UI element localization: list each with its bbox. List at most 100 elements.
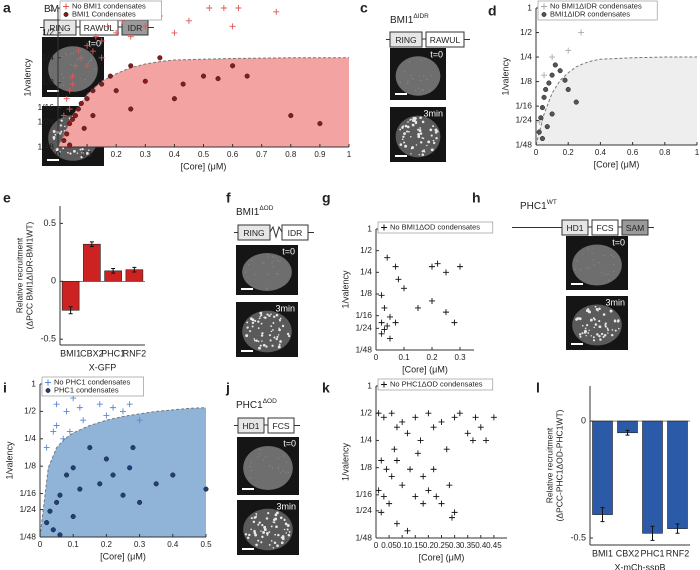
y-tick-label: 1/2 xyxy=(360,245,372,255)
speckle xyxy=(55,148,59,152)
speckle xyxy=(429,128,433,132)
speckle xyxy=(251,259,253,262)
speckle xyxy=(275,257,277,259)
speckle xyxy=(606,327,609,330)
speckle xyxy=(265,287,268,290)
x-tick-label: CBX2 xyxy=(616,548,640,558)
speckle xyxy=(268,314,271,318)
x-tick-label: 0.4 xyxy=(595,148,607,157)
point xyxy=(381,326,388,333)
speckle xyxy=(426,144,428,147)
point xyxy=(89,48,96,55)
y-tick-label: 1/16 xyxy=(515,100,532,110)
error-bar xyxy=(132,266,137,273)
speckle xyxy=(248,533,251,537)
speckle xyxy=(421,120,425,124)
speckle xyxy=(94,68,96,70)
speckle xyxy=(65,53,67,55)
legend-marker xyxy=(541,12,547,17)
y-tick-label: 1/2 xyxy=(360,407,372,417)
point xyxy=(110,472,116,478)
point xyxy=(536,129,542,135)
speckle xyxy=(258,317,261,320)
point xyxy=(456,410,463,417)
speckle xyxy=(268,531,271,533)
speckle xyxy=(592,259,594,261)
speckle xyxy=(72,52,75,55)
speckle xyxy=(434,131,438,134)
point xyxy=(157,55,163,61)
point xyxy=(395,276,402,283)
speckle xyxy=(285,461,288,463)
speckle xyxy=(590,335,593,337)
speckle xyxy=(282,470,284,472)
x-tick-label: BMI1 xyxy=(592,548,613,558)
point xyxy=(393,424,400,431)
domain-label: HD1 xyxy=(566,223,583,233)
protein-name: PHC1 xyxy=(236,400,263,411)
speckle xyxy=(584,327,587,330)
point xyxy=(430,466,437,473)
y-tick-label: 1 xyxy=(367,380,372,390)
bar xyxy=(83,243,101,282)
y-tick-label: 1/48 xyxy=(355,532,372,542)
speckle xyxy=(417,133,421,137)
speckle xyxy=(401,138,404,141)
speckle xyxy=(602,313,606,316)
point xyxy=(457,263,463,270)
speckle xyxy=(603,273,605,275)
x-tick-label: 0.3 xyxy=(449,541,461,550)
point xyxy=(557,68,563,74)
speckle xyxy=(276,335,279,338)
speckle xyxy=(609,309,613,313)
x-tick-label: 0.2 xyxy=(563,148,575,157)
speckle xyxy=(274,513,278,517)
y-axis-label: (ΔPCC-PHC1ΔOD-PHC1WT) xyxy=(554,409,564,521)
speckle xyxy=(269,465,271,467)
speckle xyxy=(601,271,603,273)
speckle xyxy=(272,329,274,331)
speckle xyxy=(588,267,590,269)
speckle xyxy=(253,338,256,340)
point xyxy=(483,437,490,444)
protein-label: BMI1ΔOD xyxy=(236,205,274,218)
legend-label: No BMI1ΔIDR condensates xyxy=(550,1,642,10)
speckle xyxy=(258,521,261,524)
speckle xyxy=(252,520,256,524)
speckle xyxy=(428,89,431,91)
speckle xyxy=(270,325,273,327)
point xyxy=(420,500,427,507)
speckle xyxy=(277,533,280,537)
speckle xyxy=(587,332,590,334)
point xyxy=(170,472,176,478)
legend-marker xyxy=(381,224,387,231)
speckle xyxy=(265,517,269,520)
speckle xyxy=(61,55,63,58)
speckle xyxy=(272,260,274,262)
speckle xyxy=(254,533,258,537)
speckle xyxy=(279,340,282,343)
speckle xyxy=(423,150,426,153)
point xyxy=(546,80,552,86)
speckle xyxy=(263,261,265,263)
speckle xyxy=(589,318,593,322)
point xyxy=(425,487,432,494)
point xyxy=(434,260,441,267)
point xyxy=(386,500,393,507)
speckle xyxy=(261,340,263,342)
speckle xyxy=(70,63,72,65)
speckle xyxy=(253,516,256,519)
panel-letter: i xyxy=(3,380,7,396)
point xyxy=(61,137,67,144)
speckle xyxy=(408,61,411,63)
speckle xyxy=(602,335,605,338)
speckle xyxy=(596,333,599,336)
speckle xyxy=(420,59,422,61)
speckle xyxy=(403,132,406,136)
speckle xyxy=(580,268,582,271)
speckle xyxy=(257,539,260,542)
speckle xyxy=(64,125,66,128)
point xyxy=(171,29,178,36)
speckle xyxy=(407,121,409,123)
speckle xyxy=(270,540,273,542)
